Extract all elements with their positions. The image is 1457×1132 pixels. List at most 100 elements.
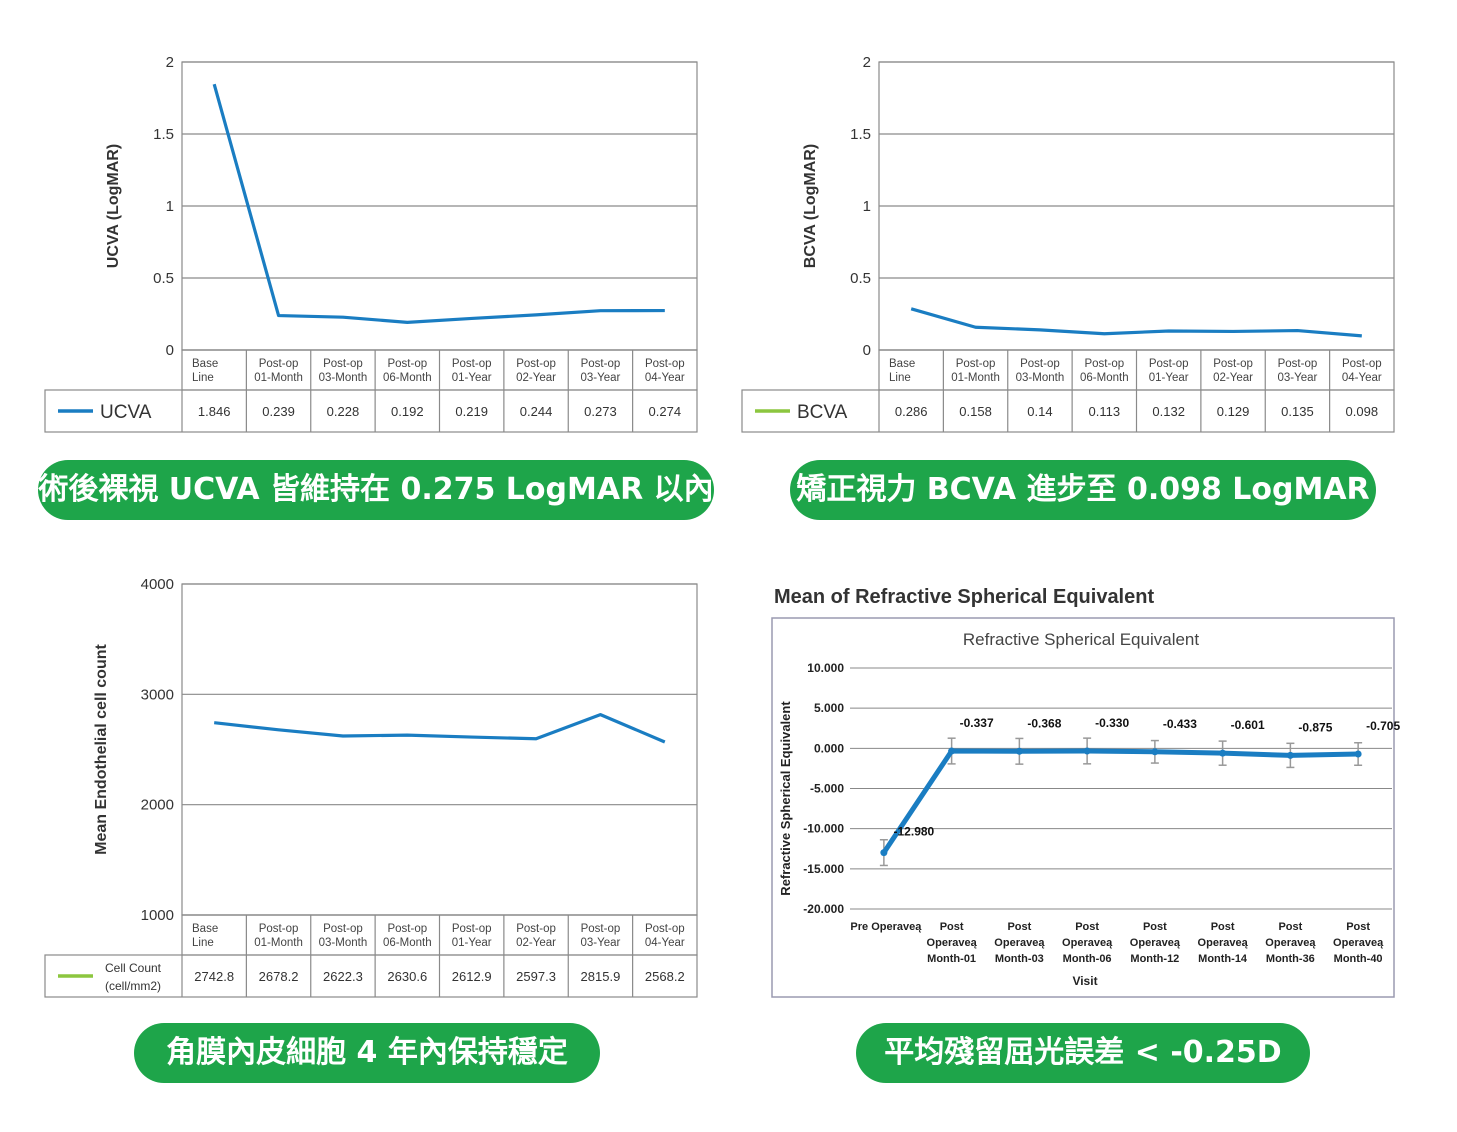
x-category-label: Post-op [452,358,492,370]
x-category-label: Post [1143,921,1167,933]
chart-0: 0 0.5 1 1.5 2 UCVA (LogMAR) Base Line Post-op 01-… [44,54,698,433]
x-category-label: 03-Year [581,372,621,384]
chart-frame [771,617,1395,998]
x-category-label: 03-Month [319,937,368,949]
chart-1: 0 0.5 1 1.5 2 BCVA (LogMAR) Base Line Post-op 01-… [741,54,1395,433]
y-axis-label: UCVA (LogMAR) [105,144,122,268]
x-category-label: 02-Year [516,937,556,949]
y-tick-label: 1.5 [153,126,174,143]
value-cell-label: 0.098 [1346,404,1379,419]
legend-label: (cell/mm2) [105,979,161,993]
x-category-label: 04-Year [645,937,685,949]
y-axis-label: Refractive Spherical Equivalent [778,701,793,896]
legend-label: BCVA [797,402,848,423]
data-point [948,747,956,755]
x-category-label: Operaveą [1333,937,1384,949]
x-category-label: 01-Year [452,937,492,949]
x-category-label: Post-op [581,358,621,370]
x-category-label: Post-op [1213,358,1253,370]
x-category-label: 01-Month [254,372,303,384]
data-point [1083,747,1091,755]
x-category-label: 03-Month [319,372,368,384]
x-category-label: Post-op [1342,358,1382,370]
x-category-label: 02-Year [1213,372,1253,384]
x-category-label: Post-op [323,923,363,935]
x-category-label: Post-op [1020,358,1060,370]
data-label: -12.980 [894,825,935,839]
value-cell-label: 0.135 [1281,404,1314,419]
data-point [1151,748,1159,756]
x-category-label: Month-01 [927,953,976,965]
x-category-label: Operaveą [1062,937,1113,949]
series-line [910,307,1362,338]
x-category-label: Month-03 [995,953,1044,965]
caption-cell-count: 角膜內皮細胞 4 年內保持穩定 [134,1023,600,1083]
x-category-label: Post [1346,921,1370,933]
chart-2: 1000 2000 3000 4000 Mean Endothelial cell co… [44,576,698,998]
data-point [1354,750,1362,758]
chart-heading: Mean of Refractive Spherical Equivalent [774,586,1154,608]
y-tick-label: 0 [863,342,871,359]
plot-frame [181,583,698,916]
x-category-label: Base [192,923,218,935]
x-category-label: 02-Year [516,372,556,384]
caption-ucva: 術後裸視 UCVA 皆維持在 0.275 LogMAR 以內 [38,460,714,520]
value-cell-label: 0.113 [1089,404,1121,419]
x-category-label: 04-Year [645,372,685,384]
x-category-label: Post [1278,921,1302,933]
series-line [212,83,665,324]
x-category-label: Post-op [387,923,427,935]
x-category-label: Line [889,372,911,384]
data-point [880,849,888,857]
y-tick-label: -5.000 [810,782,844,796]
x-category-label: Line [192,372,214,384]
y-tick-label: 2 [863,54,871,71]
value-cell-label: 0.129 [1217,404,1250,419]
y-tick-label: 1 [863,198,871,215]
y-tick-label: 0.000 [814,741,844,755]
x-category-label: 06-Month [1080,372,1129,384]
y-tick-label: 1.5 [850,126,871,143]
x-category-label: Post [940,921,964,933]
data-label: -0.875 [1298,720,1332,734]
value-cell-label: 0.239 [262,404,295,419]
value-cell-label: 2622.3 [323,969,363,984]
value-cell-label: 0.14 [1027,404,1052,419]
x-category-label: Post-op [1278,358,1318,370]
x-category-label: Post-op [645,358,685,370]
x-category-label: Base [889,358,915,370]
x-category-label: Operaveą [1130,937,1181,949]
x-category-label: Post-op [956,358,996,370]
x-category-label: Operaveą [1198,937,1249,949]
y-axis-label: BCVA (LogMAR) [802,144,819,268]
x-category-label: 04-Year [1342,372,1382,384]
y-tick-label: -20.000 [803,902,844,916]
data-label: -0.433 [1163,717,1197,731]
value-cell-label: 0.132 [1152,404,1185,419]
chart-title: Refractive Spherical Equivalent [963,630,1200,649]
x-category-label: Operaveą [994,937,1045,949]
y-tick-label: 10.000 [807,661,844,675]
data-label: -0.368 [1027,716,1061,730]
value-row [44,389,698,433]
value-cell-label: 2815.9 [581,969,621,984]
y-tick-label: 2000 [141,797,174,814]
value-cell-label: 2568.2 [645,969,685,984]
y-tick-label: 0.5 [153,270,174,287]
x-category-label: Operaveą [927,937,978,949]
x-category-label: 01-Month [254,937,303,949]
x-axis-label: Visit [1072,974,1097,988]
x-category-label: 06-Month [383,372,432,384]
data-label: -0.337 [960,716,994,730]
value-cell-label: 2742.8 [194,969,234,984]
x-category-label: Post-op [645,923,685,935]
x-category-label: 01-Month [951,372,1000,384]
x-category-label: Month-36 [1266,953,1315,965]
y-tick-label: 1 [166,198,174,215]
x-category-label: 03-Year [581,937,621,949]
value-cell-label: 2597.3 [516,969,556,984]
value-cell-label: 0.158 [959,404,992,419]
y-tick-label: 2 [166,54,174,71]
value-row [741,389,1395,433]
